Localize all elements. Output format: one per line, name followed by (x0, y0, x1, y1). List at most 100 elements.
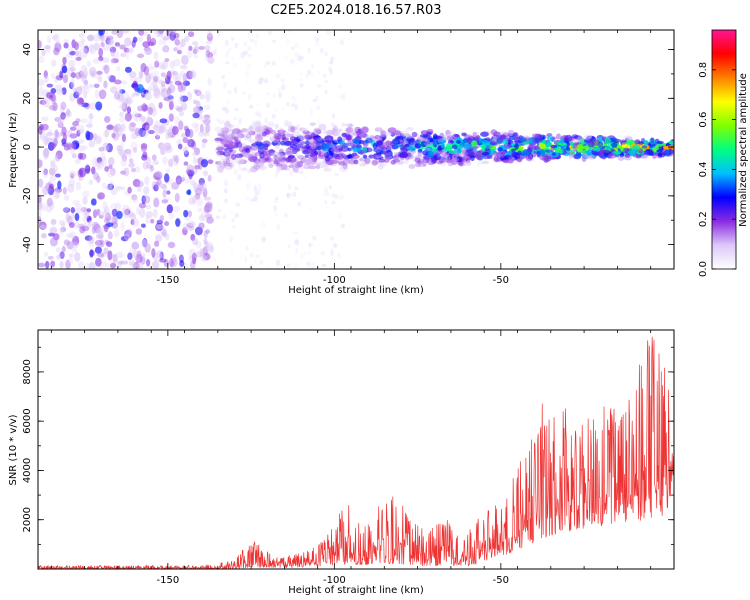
spectrogram-cell (202, 187, 208, 198)
spectrogram-cell (424, 138, 430, 143)
spectrogram-cell (215, 215, 221, 219)
spectrogram-cell (582, 153, 588, 159)
spectrogram-cell (319, 47, 325, 54)
spectrogram-cell (268, 162, 277, 167)
spectrogram-cell (289, 143, 297, 149)
spectrogram-cell (176, 105, 184, 112)
spectrogram-cell (197, 182, 204, 191)
spectrogram-cell (595, 148, 601, 152)
spectrogram-cell (336, 94, 341, 99)
spectrogram-cell (374, 134, 381, 140)
spectrogram-cell (88, 66, 97, 77)
spectrogram-cell (167, 241, 176, 249)
spectrogram-cell (142, 237, 148, 248)
spectrogram-cell (340, 39, 345, 46)
spectrogram-cell (316, 164, 321, 170)
spectrogram-cell (67, 45, 73, 53)
spectrogram-cell (324, 199, 328, 205)
spectrogram-cell (131, 241, 140, 250)
spectrogram-cell (204, 205, 211, 211)
spectrogram-cell (419, 154, 424, 161)
spectrogram-cell (80, 38, 86, 44)
spectrogram-x-tick-label: -100 (323, 275, 346, 286)
spectrogram-cell (115, 251, 124, 259)
spectrogram-cell (41, 48, 46, 56)
spectrogram-cell (138, 202, 147, 209)
spectrogram-cell (102, 131, 109, 137)
colorbar-tick-label: 0.8 (698, 62, 709, 78)
spectrogram-cell (356, 134, 361, 139)
spectrogram-cell (149, 81, 156, 92)
spectrogram-cell (119, 89, 126, 94)
spectrogram-cell (426, 151, 434, 159)
spectrogram-cell (273, 159, 279, 165)
spectrogram-cell (259, 224, 263, 228)
spectrogram-cell (71, 153, 77, 159)
spectrogram-cell (254, 134, 264, 142)
spectrogram-cell (190, 222, 196, 227)
spectrogram-cell (166, 70, 172, 81)
spectrogram-cell (266, 61, 270, 65)
spectrogram-cell (162, 228, 168, 238)
spectrogram-cell (156, 30, 161, 38)
spectrogram-cell (248, 130, 256, 136)
spectrogram-cell (249, 252, 254, 258)
spectrogram-cell (145, 211, 153, 219)
spectrogram-cell (663, 146, 670, 150)
spectrogram-cell (256, 102, 260, 107)
spectrogram-cell (102, 142, 110, 152)
spectrogram-cell (217, 166, 224, 173)
spectrogram-cell (141, 103, 148, 112)
spectrogram-cell (187, 31, 195, 38)
spectrogram-cell (96, 175, 101, 184)
spectrogram-cell (312, 235, 317, 241)
spectrogram-cell (449, 140, 455, 144)
spectrogram-cell (151, 154, 157, 161)
spectrogram-cell (46, 199, 51, 208)
spectrogram-cell (311, 262, 316, 269)
spectrogram-cell (521, 152, 527, 157)
spectrogram-cell (127, 252, 133, 260)
spectrogram-cell (326, 30, 331, 36)
spectrogram-cell (573, 143, 578, 150)
spectrogram-cell (352, 138, 359, 144)
spectrogram-cell (307, 156, 312, 162)
spectrogram-cell (146, 164, 153, 169)
spectrogram-cell (143, 121, 150, 131)
spectrogram-cell (88, 261, 97, 269)
spectrogram-cell (315, 105, 321, 110)
spectrogram-cell (215, 160, 222, 165)
spectrogram-cell (108, 75, 116, 83)
spectrogram-cell (158, 101, 163, 109)
spectrogram-cell (227, 134, 235, 141)
spectrogram-cell (90, 70, 96, 78)
figure-title: C2E5.2024.018.16.57.R03 (270, 3, 441, 18)
spectrogram-cell (180, 177, 185, 182)
spectrogram-cell (216, 34, 221, 40)
spectrogram-cell (141, 195, 147, 205)
spectrogram-cell (42, 97, 50, 108)
spectrogram-cell (165, 133, 171, 141)
spectrogram-cell (200, 211, 207, 222)
spectrogram-cell (243, 256, 248, 263)
spectrogram-cell (55, 152, 61, 162)
spectrogram-cell (192, 182, 199, 190)
spectrogram-cell (518, 138, 527, 142)
spectrogram-cell (224, 120, 231, 128)
spectrogram-cell (566, 146, 571, 151)
snr-y-tick-label: 8000 (22, 359, 33, 384)
spectrogram-cell (332, 242, 338, 249)
spectrogram-cell (302, 130, 310, 135)
spectrogram-cell (192, 156, 197, 165)
spectrogram-cell (77, 261, 85, 269)
spectrogram-cell (39, 224, 47, 230)
spectrogram-cell (545, 141, 551, 148)
spectrogram-cell (114, 42, 121, 47)
spectrogram-cell (198, 131, 205, 137)
spectrogram-cell (47, 255, 54, 260)
spectrogram-cell (102, 156, 107, 167)
spectrogram-cell (158, 126, 164, 135)
spectrogram-cell (242, 91, 246, 96)
spectrogram-cell (472, 131, 478, 137)
spectrogram-cell (211, 50, 217, 56)
